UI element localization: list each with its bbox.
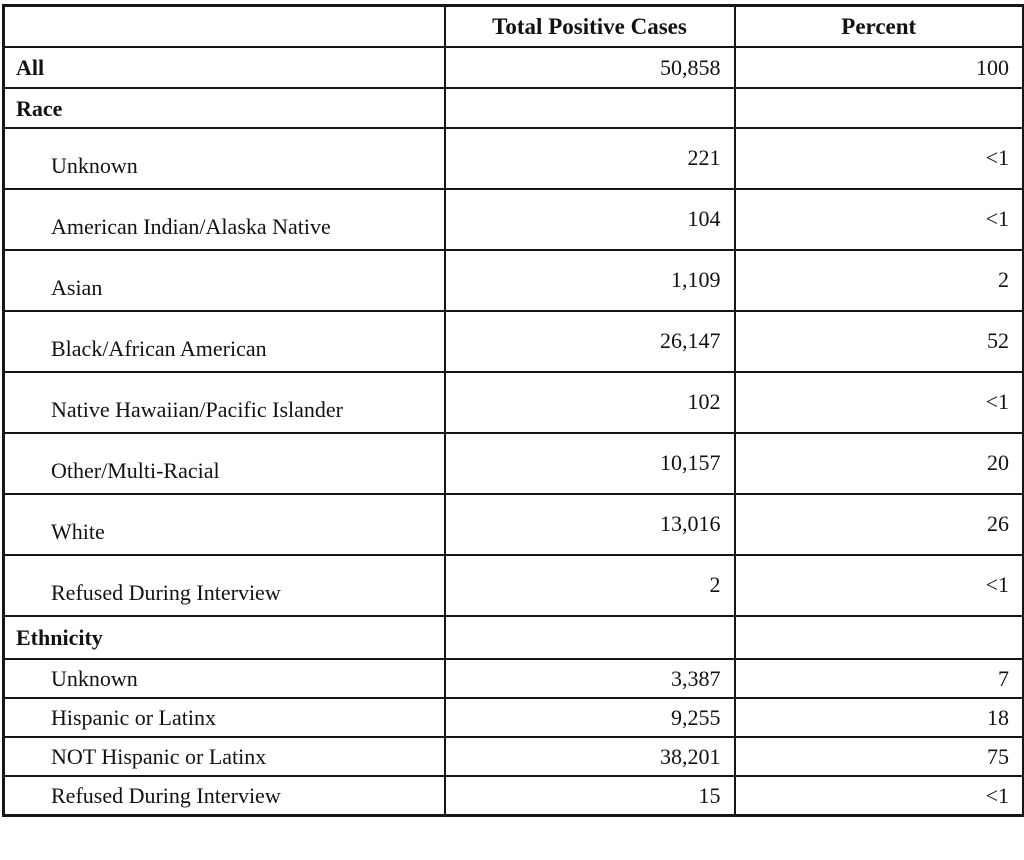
percent-value: 20 <box>733 432 1024 495</box>
header-blank-cell <box>2 4 446 48</box>
percent-value: 52 <box>733 310 1024 373</box>
table-row-ethnicity-section: Ethnicity <box>2 615 1024 660</box>
cases-by-race-ethnicity-table: Total Positive Cases Percent All 50,858 … <box>2 4 1024 817</box>
table-row-race-unknown: Unknown 221 <1 <box>2 127 1024 190</box>
cases-value: 26,147 <box>443 310 736 373</box>
percent-value: 75 <box>733 736 1024 777</box>
row-label: American Indian/Alaska Native <box>2 188 446 251</box>
row-label: Unknown <box>2 127 446 190</box>
percent-value: 100 <box>733 46 1024 89</box>
row-label: All <box>2 46 446 89</box>
row-label: Asian <box>2 249 446 312</box>
percent-value: 7 <box>733 658 1024 699</box>
percent-value <box>733 87 1024 129</box>
table-row-american-indian-alaska-native: American Indian/Alaska Native 104 <1 <box>2 188 1024 251</box>
cases-value: 10,157 <box>443 432 736 495</box>
cases-value: 102 <box>443 371 736 434</box>
percent-value: 18 <box>733 697 1024 738</box>
row-label: Other/Multi-Racial <box>2 432 446 495</box>
percent-value: <1 <box>733 188 1024 251</box>
table-row-native-hawaiian-pacific-islander: Native Hawaiian/Pacific Islander 102 <1 <box>2 371 1024 434</box>
header-percent: Percent <box>733 4 1024 48</box>
cases-value: 38,201 <box>443 736 736 777</box>
percent-value: <1 <box>733 775 1024 816</box>
table-row-white: White 13,016 26 <box>2 493 1024 556</box>
table-row-ethnicity-unknown: Unknown 3,387 7 <box>2 658 1024 699</box>
cases-value: 104 <box>443 188 736 251</box>
row-label: Hispanic or Latinx <box>2 697 446 738</box>
row-label: Refused During Interview <box>2 775 446 816</box>
percent-value: 2 <box>733 249 1024 312</box>
cases-value: 3,387 <box>443 658 736 699</box>
table-row-all: All 50,858 100 <box>2 46 1024 89</box>
cases-value: 9,255 <box>443 697 736 738</box>
percent-value: <1 <box>733 371 1024 434</box>
percent-value: <1 <box>733 554 1024 617</box>
table-row-ethnicity-refused-during-interview: Refused During Interview 15 <1 <box>2 775 1024 816</box>
cases-value: 2 <box>443 554 736 617</box>
cases-value <box>443 87 736 129</box>
percent-value: <1 <box>733 127 1024 190</box>
table-row-asian: Asian 1,109 2 <box>2 249 1024 312</box>
table-row-not-hispanic-or-latinx: NOT Hispanic or Latinx 38,201 75 <box>2 736 1024 777</box>
percent-value <box>733 615 1024 660</box>
table-row-race-section: Race <box>2 87 1024 129</box>
row-label: Native Hawaiian/Pacific Islander <box>2 371 446 434</box>
row-label: Unknown <box>2 658 446 699</box>
cases-value: 221 <box>443 127 736 190</box>
section-label: Race <box>2 87 446 129</box>
table-row-other-multi-racial: Other/Multi-Racial 10,157 20 <box>2 432 1024 495</box>
table-row-hispanic-or-latinx: Hispanic or Latinx 9,255 18 <box>2 697 1024 738</box>
cases-value: 1,109 <box>443 249 736 312</box>
row-label: Refused During Interview <box>2 554 446 617</box>
table-row-race-refused-during-interview: Refused During Interview 2 <1 <box>2 554 1024 617</box>
percent-value: 26 <box>733 493 1024 556</box>
cases-value: 50,858 <box>443 46 736 89</box>
table-row-black-african-american: Black/African American 26,147 52 <box>2 310 1024 373</box>
row-label: Black/African American <box>2 310 446 373</box>
section-label: Ethnicity <box>2 615 446 660</box>
cases-value: 15 <box>443 775 736 816</box>
header-total-positive-cases: Total Positive Cases <box>443 4 736 48</box>
cases-value <box>443 615 736 660</box>
table-header-row: Total Positive Cases Percent <box>2 4 1024 48</box>
row-label: NOT Hispanic or Latinx <box>2 736 446 777</box>
row-label: White <box>2 493 446 556</box>
cases-value: 13,016 <box>443 493 736 556</box>
